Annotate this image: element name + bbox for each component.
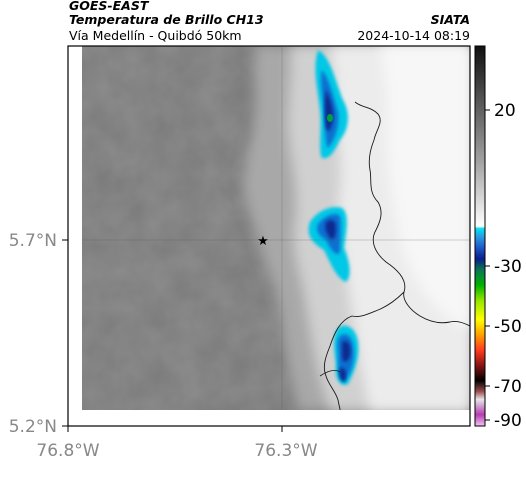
convective-cell-south [334, 325, 359, 385]
y-tick-label: 5.7°N [9, 231, 57, 251]
x-tick-label: 76.8°W [36, 441, 99, 461]
coastline-boundary [354, 101, 470, 327]
agency-label: SIATA [430, 12, 470, 27]
convective-cell-central [308, 207, 350, 282]
y-tick-label: 5.2°N [9, 417, 57, 437]
river-line [319, 369, 341, 377]
region-subtitle: Vía Medellín - Quibdó 50km [69, 28, 242, 43]
colorbar-label: -90 [494, 411, 522, 431]
colorbar-label: -30 [494, 257, 522, 277]
map-border [67, 45, 471, 427]
satellite-imagery [82, 46, 470, 410]
colorbar-label: -70 [494, 377, 522, 397]
colorbar [475, 46, 485, 426]
colorbar-ticks [485, 109, 490, 421]
colorbar-label: -50 [494, 317, 522, 337]
x-tick-label: 76.3°W [254, 441, 317, 461]
convective-cell-north [315, 50, 348, 159]
department-boundary [323, 291, 405, 410]
location-star-marker: ★ [257, 234, 269, 249]
product-title: Temperatura de Brillo CH13 [69, 12, 264, 27]
colorbar-label: 20 [494, 101, 516, 121]
satellite-title: GOES-EAST [69, 0, 149, 13]
timestamp-label: 2024-10-14 08:19 [357, 28, 470, 43]
